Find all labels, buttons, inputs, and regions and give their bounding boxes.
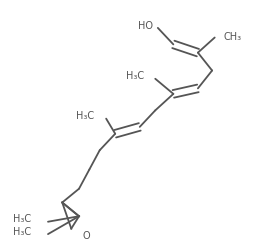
Text: H₃C: H₃C: [13, 227, 31, 236]
Text: H₃C: H₃C: [125, 70, 144, 80]
Text: H₃C: H₃C: [13, 213, 31, 223]
Text: CH₃: CH₃: [224, 32, 242, 42]
Text: H₃C: H₃C: [76, 110, 95, 120]
Text: O: O: [83, 230, 91, 240]
Text: HO: HO: [138, 21, 153, 31]
